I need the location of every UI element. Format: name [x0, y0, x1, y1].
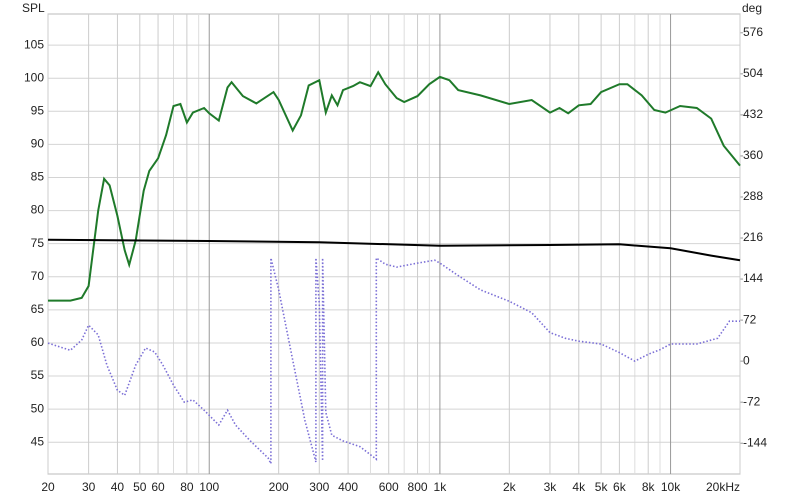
x-tick-label: 800	[408, 480, 428, 494]
y2-tick-label: 144	[743, 271, 763, 285]
y2-tick-label: 216	[743, 230, 763, 244]
y2-tick-label: 288	[743, 189, 763, 203]
x-tick-label: 30	[82, 480, 96, 494]
series-line	[47, 238, 741, 262]
y-tick-label: 85	[31, 170, 45, 184]
y-tick-label: 80	[31, 203, 45, 217]
x-tick-label: 6k	[613, 480, 627, 494]
y-tick-label: 50	[31, 401, 45, 415]
y2-tick-label: 72	[743, 312, 757, 326]
x-tick-label: 5k	[595, 480, 609, 494]
x-tick-label: 50	[133, 480, 147, 494]
y-tick-label: 90	[31, 137, 45, 151]
y-tick-label: 60	[31, 335, 45, 349]
y-tick-label: 100	[24, 70, 44, 84]
x-tick-label: 60	[151, 480, 165, 494]
y2-tick-label: 360	[743, 148, 763, 162]
x-tick-label: 10k	[661, 480, 681, 494]
y2-tick-label: -144	[743, 435, 767, 449]
y2-axis-label: deg	[742, 1, 762, 15]
y2-tick-label: 0	[743, 353, 750, 367]
y-tick-label: 75	[31, 236, 45, 250]
x-tick-label: 600	[379, 480, 399, 494]
x-tick-label: 2k	[503, 480, 517, 494]
x-tick-label: 300	[309, 480, 329, 494]
y-tick-label: 105	[24, 37, 44, 51]
x-tick-label: 4k	[572, 480, 586, 494]
y-tick-label: 95	[31, 103, 45, 117]
y2-tick-label: 504	[743, 66, 763, 80]
x-tick-label: 100	[199, 480, 219, 494]
x-tick-label: 1k	[434, 480, 448, 494]
x-tick-label: 40	[111, 480, 125, 494]
x-tick-label: 3k	[544, 480, 558, 494]
y2-tick-label: 432	[743, 107, 763, 121]
y-axis-label: SPL	[22, 1, 45, 15]
x-tick-label: 200	[269, 480, 289, 494]
y2-tick-label: 576	[743, 25, 763, 39]
x-tick-label: 400	[338, 480, 358, 494]
x-tick-label: 8k	[642, 480, 656, 494]
x-tick-label: 20kHz	[706, 480, 740, 494]
series-line	[48, 70, 741, 302]
y-tick-label: 55	[31, 368, 45, 382]
y2-tick-label: -72	[743, 394, 761, 408]
x-tick-label: 20	[41, 480, 55, 494]
x-tick-label: 80	[180, 480, 194, 494]
y-tick-label: 70	[31, 269, 45, 283]
y-tick-label: 65	[31, 302, 45, 316]
y-tick-label: 45	[31, 434, 45, 448]
series-line	[47, 256, 740, 465]
